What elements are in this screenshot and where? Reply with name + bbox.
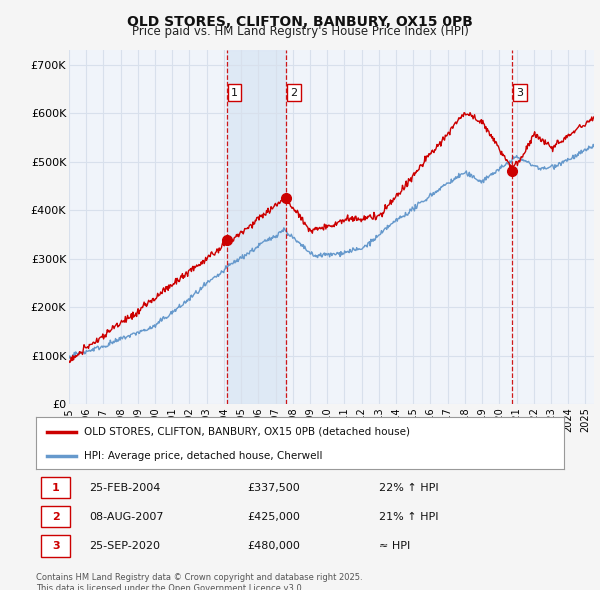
Text: £425,000: £425,000 <box>247 512 300 522</box>
FancyBboxPatch shape <box>41 506 70 527</box>
Text: 1: 1 <box>52 483 59 493</box>
Text: Contains HM Land Registry data © Crown copyright and database right 2025.
This d: Contains HM Land Registry data © Crown c… <box>36 573 362 590</box>
Text: 2: 2 <box>290 88 298 97</box>
Text: 25-FEB-2004: 25-FEB-2004 <box>89 483 160 493</box>
Text: OLD STORES, CLIFTON, BANBURY, OX15 0PB (detached house): OLD STORES, CLIFTON, BANBURY, OX15 0PB (… <box>83 427 410 437</box>
Text: 25-SEP-2020: 25-SEP-2020 <box>89 541 160 551</box>
Text: £337,500: £337,500 <box>247 483 300 493</box>
Text: 21% ↑ HPI: 21% ↑ HPI <box>379 512 439 522</box>
FancyBboxPatch shape <box>41 535 70 557</box>
Text: OLD STORES, CLIFTON, BANBURY, OX15 0PB: OLD STORES, CLIFTON, BANBURY, OX15 0PB <box>127 15 473 29</box>
Text: 3: 3 <box>52 541 59 551</box>
Text: 08-AUG-2007: 08-AUG-2007 <box>89 512 163 522</box>
Text: Price paid vs. HM Land Registry's House Price Index (HPI): Price paid vs. HM Land Registry's House … <box>131 25 469 38</box>
Bar <box>227 50 286 404</box>
Text: 3: 3 <box>516 88 523 97</box>
Text: £480,000: £480,000 <box>247 541 300 551</box>
Text: ≈ HPI: ≈ HPI <box>379 541 410 551</box>
Text: 22% ↑ HPI: 22% ↑ HPI <box>379 483 439 493</box>
FancyBboxPatch shape <box>41 477 70 499</box>
Text: 2: 2 <box>52 512 59 522</box>
Text: HPI: Average price, detached house, Cherwell: HPI: Average price, detached house, Cher… <box>83 451 322 461</box>
Text: 1: 1 <box>231 88 238 97</box>
